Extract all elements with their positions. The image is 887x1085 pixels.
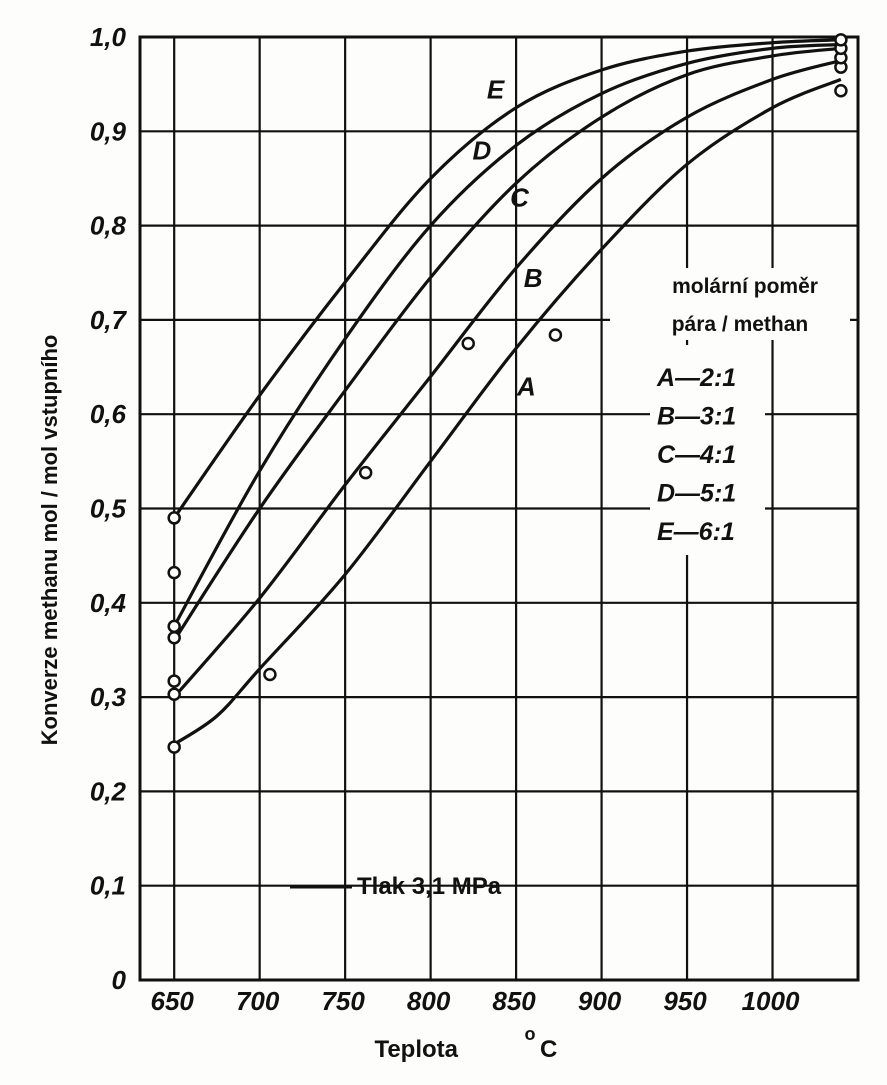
data-point-B bbox=[461, 336, 475, 351]
series-E: E bbox=[167, 33, 848, 580]
data-point-B bbox=[358, 465, 373, 480]
y-tick-label: 0,1 bbox=[90, 871, 126, 901]
series-A: A bbox=[167, 77, 848, 754]
series-line-E bbox=[172, 38, 841, 519]
data-point-A bbox=[548, 328, 563, 342]
data-point-E bbox=[167, 511, 181, 525]
x-tick-label: 800 bbox=[407, 986, 451, 1016]
series-layer: A B CD E bbox=[167, 33, 848, 754]
legend-entry: A—2:1 bbox=[656, 364, 736, 392]
y-tick-label: 0,5 bbox=[90, 494, 127, 524]
y-axis-title: Konverze methanu mol / mol vstupního bbox=[37, 335, 62, 746]
x-axis-unit: C bbox=[540, 1036, 557, 1063]
x-tick-label: 700 bbox=[236, 986, 280, 1016]
x-tick-label: 650 bbox=[150, 986, 194, 1016]
series-line-B bbox=[172, 59, 842, 699]
x-tick-label: 1000 bbox=[742, 986, 800, 1016]
y-tick-label: 0,2 bbox=[90, 776, 127, 806]
legend-entry: E—6:1 bbox=[657, 518, 735, 546]
series-label-D: D bbox=[473, 136, 492, 166]
legend: molární poměr pára / methan A—2:1 B—3:1 C—… bbox=[610, 268, 850, 555]
data-point-E bbox=[834, 33, 848, 47]
y-tick-label: 0,8 bbox=[90, 211, 127, 241]
data-point-C bbox=[167, 630, 181, 645]
series-line-A bbox=[173, 77, 842, 746]
data-point-B bbox=[167, 687, 181, 702]
x-tick-label: 850 bbox=[492, 986, 536, 1016]
x-tick-label: 750 bbox=[321, 986, 365, 1016]
data-point-A bbox=[263, 667, 277, 682]
y-tick-label: 0,3 bbox=[90, 682, 127, 712]
legend-entry: D—5:1 bbox=[657, 480, 736, 508]
series-D: D bbox=[167, 41, 848, 634]
x-axis-label: Teplota bbox=[374, 1036, 458, 1063]
series-label-E: E bbox=[487, 74, 505, 104]
tick-labels: 650 700 750 800 850 900 950 1000 0 0,1 0,2 0,3 0,4 0,… bbox=[90, 22, 800, 1016]
series-line-D bbox=[172, 42, 841, 628]
legend-title-line1: molární poměr bbox=[672, 275, 818, 298]
data-point-C bbox=[167, 674, 181, 688]
y-tick-label: 0,7 bbox=[90, 305, 128, 335]
legend-entry: C—4:1 bbox=[657, 441, 736, 469]
y-tick-label: 0 bbox=[112, 965, 127, 995]
data-point-A bbox=[834, 84, 848, 98]
series-label-C: C bbox=[510, 183, 530, 213]
y-tick-label: 0,4 bbox=[90, 588, 127, 618]
data-point-A bbox=[167, 740, 181, 754]
legend-entries-background bbox=[650, 345, 765, 555]
y-tick-label: 1,0 bbox=[90, 22, 127, 52]
data-point-D bbox=[167, 619, 181, 634]
legend-entries: A—2:1 B—3:1 C—4:1 D—5:1 E—6:1 bbox=[650, 345, 765, 555]
series-line-C bbox=[172, 46, 842, 642]
series-label-A: A bbox=[516, 371, 536, 401]
series-B: B bbox=[167, 59, 848, 702]
x-axis-title: Teplota o C bbox=[374, 1024, 557, 1063]
y-tick-label: 0,9 bbox=[90, 116, 127, 146]
x-tick-label: 950 bbox=[663, 986, 707, 1016]
x-tick-label: 900 bbox=[578, 986, 622, 1016]
series-label-B: B bbox=[524, 263, 543, 293]
annotation-text: Tlak 3,1 MPa bbox=[357, 873, 502, 900]
legend-title-background bbox=[610, 268, 850, 340]
x-axis-degree-sign: o bbox=[525, 1024, 536, 1044]
legend-title-line2: pára / methan bbox=[672, 313, 809, 336]
pressure-annotation: Tlak 3,1 MPa bbox=[290, 873, 502, 900]
data-point-E bbox=[167, 565, 181, 580]
grid bbox=[138, 35, 860, 982]
legend-entry: B—3:1 bbox=[657, 403, 736, 431]
y-tick-label: 0,6 bbox=[90, 399, 127, 429]
